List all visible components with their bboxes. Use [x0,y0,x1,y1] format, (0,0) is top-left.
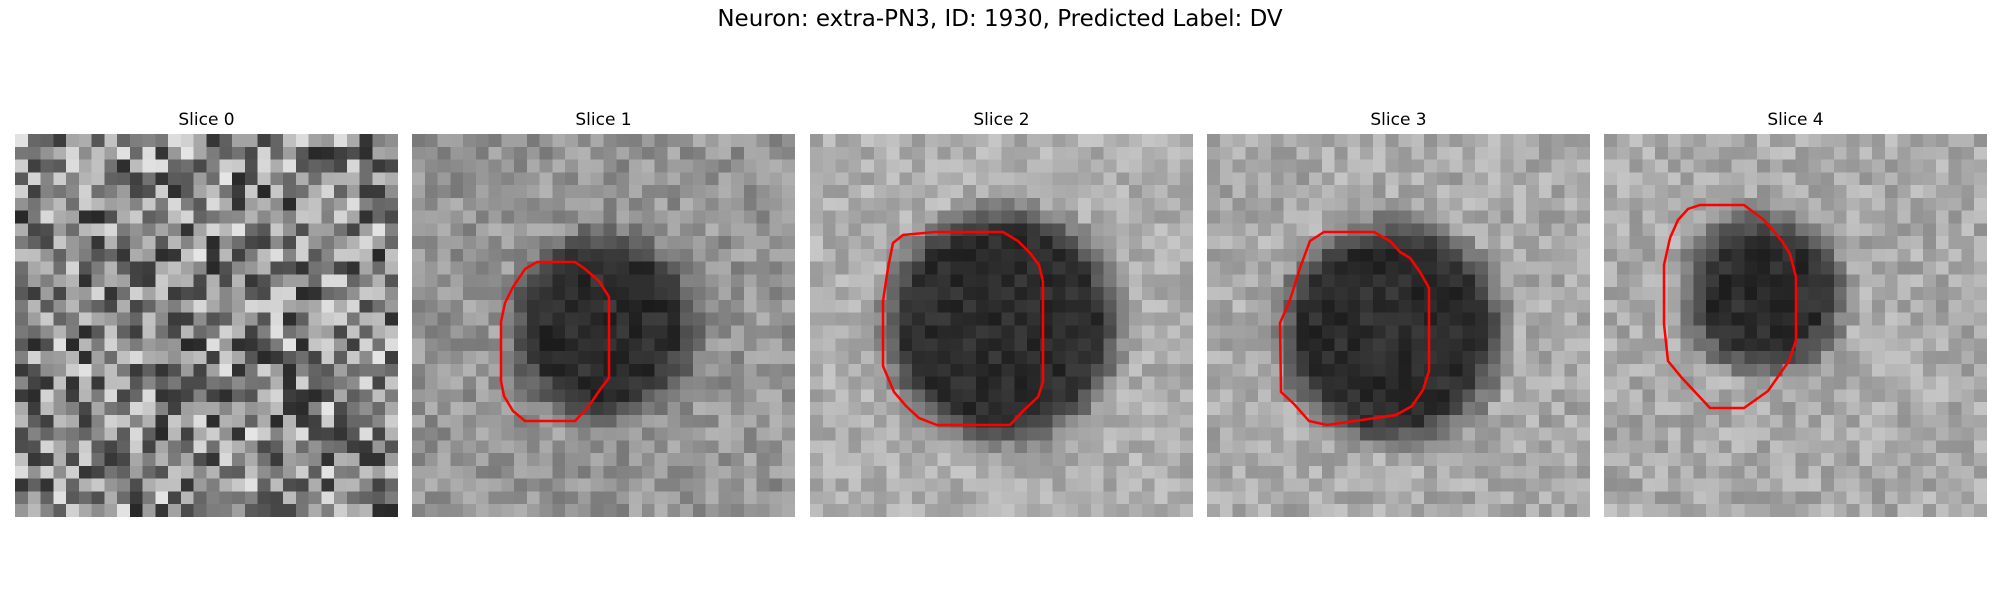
segmentation-contour-3 [1278,230,1431,427]
figure-title: Neuron: extra-PN3, ID: 1930, Predicted L… [717,6,1283,32]
slice-panel-3: Slice 3 [1207,110,1590,517]
slice-title-3: Slice 3 [1370,110,1427,130]
slice-title-4: Slice 4 [1767,110,1824,130]
slice-panel-1: Slice 1 [412,110,795,517]
segmentation-contour-2 [881,230,1045,427]
contour-outline-2 [881,230,1045,427]
slice-image-2 [810,134,1193,517]
slice-image-1 [412,134,795,517]
segmentation-contour-4 [1662,203,1798,410]
contour-outline-4 [1662,203,1798,410]
segmentation-contour-1 [499,260,611,423]
slice-title-1: Slice 1 [575,110,632,130]
slice-title-2: Slice 2 [973,110,1030,130]
slice-image-3 [1207,134,1590,517]
slice-image-0 [15,134,398,517]
slice-panel-2: Slice 2 [810,110,1193,517]
contour-outline-3 [1278,230,1431,427]
slice-panel-4: Slice 4 [1604,110,1987,517]
slice-panel-0: Slice 0 [15,110,398,517]
slice-title-0: Slice 0 [178,110,235,130]
contour-outline-1 [499,260,611,423]
